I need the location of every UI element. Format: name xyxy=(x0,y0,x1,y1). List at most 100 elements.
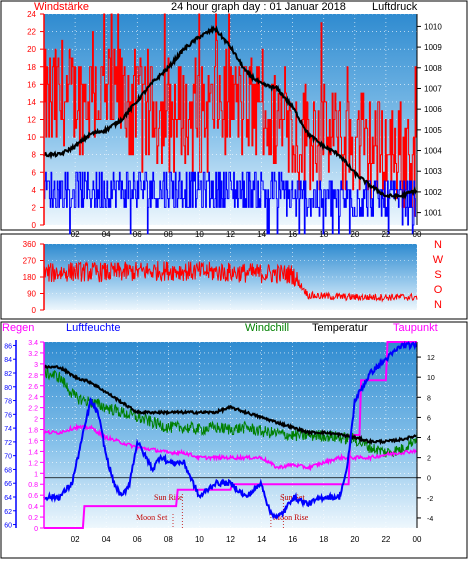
annotation-moon-rise: Moon Rise xyxy=(273,513,309,522)
windchill-label: Windchill xyxy=(245,322,289,334)
p1-right-tick-label: 1001 xyxy=(424,209,442,218)
annotation-moon-set: Moon Set xyxy=(136,513,168,522)
p1-left-tick-label: 4 xyxy=(32,186,37,195)
p3-temp-tick-label: 0 xyxy=(427,476,431,483)
p3-x-tick-label: 20 xyxy=(350,535,359,544)
p3-humidity-tick-label: 72 xyxy=(4,440,12,447)
p3-x-tick-label: 16 xyxy=(288,535,297,544)
rain-series xyxy=(44,341,417,529)
p1-right-tick-label: 1010 xyxy=(424,22,442,31)
p3-humidity-tick-label: 66 xyxy=(4,481,12,488)
p3-rain-tick-label: 2.6 xyxy=(28,384,38,391)
p1-x-tick-label: 18 xyxy=(319,230,328,239)
p3-temp-tick-label: -2 xyxy=(427,496,433,503)
p3-x-tick-label: 12 xyxy=(226,535,235,544)
wind-label: Windstärke xyxy=(34,1,89,13)
p3-temp-tick-label: 12 xyxy=(427,355,435,362)
p1-left-tick-label: 22 xyxy=(27,28,36,37)
p1-left-tick-label: 16 xyxy=(27,80,36,89)
humidity-series xyxy=(43,340,418,520)
p3-humidity-tick-label: 78 xyxy=(4,399,12,406)
p3-rain-tick-label: 2.4 xyxy=(28,395,38,402)
p1-x-tick-label: 04 xyxy=(102,230,111,239)
panel1-frame xyxy=(0,0,468,231)
p2-direction-letter: O xyxy=(434,284,443,296)
p3-x-tick-label: 02 xyxy=(71,535,80,544)
p3-temp-tick-label: 8 xyxy=(427,395,431,402)
wind-speed-series xyxy=(43,171,417,235)
series-layer xyxy=(43,13,418,529)
p1-left-tick-label: 6 xyxy=(32,168,37,177)
p3-rain-tick-label: 2.8 xyxy=(28,373,38,380)
p1-left-tick-label: 12 xyxy=(27,116,36,125)
p1-left-tick-label: 0 xyxy=(32,221,37,230)
p3-rain-tick-label: 0.6 xyxy=(28,493,38,500)
p3-x-tick-label: 22 xyxy=(381,535,390,544)
p2-left-tick-label: 0 xyxy=(32,306,37,315)
p3-rain-tick-label: 0 xyxy=(34,526,38,533)
p2-left-tick-label: 90 xyxy=(27,290,36,299)
p1-left-tick-label: 10 xyxy=(27,133,36,142)
p3-rain-tick-label: 1.6 xyxy=(28,438,38,445)
direction-series xyxy=(43,260,418,303)
p1-x-tick-label: 00 xyxy=(413,230,422,239)
p3-rain-tick-label: 0.2 xyxy=(28,515,38,522)
p3-temp-tick-label: 4 xyxy=(427,436,431,443)
p3-humidity-tick-label: 86 xyxy=(4,343,12,350)
p1-right-tick-label: 1003 xyxy=(424,167,442,176)
p1-left-tick-label: 24 xyxy=(27,10,36,19)
chart-title: 24 hour graph day : 01 Januar 2018 xyxy=(171,1,346,13)
p3-rain-tick-label: 1.8 xyxy=(28,428,38,435)
p3-humidity-tick-label: 64 xyxy=(4,495,12,502)
p3-x-tick-label: 06 xyxy=(133,535,142,544)
p2-left-tick-label: 360 xyxy=(23,240,37,249)
p2-direction-letter: N xyxy=(434,299,442,311)
p3-humidity-tick-label: 70 xyxy=(4,454,12,461)
p3-rain-tick-label: 0.4 xyxy=(28,504,38,511)
p3-temp-tick-label: 10 xyxy=(427,375,435,382)
p1-x-tick-label: 12 xyxy=(226,230,235,239)
p3-rain-tick-label: 3.2 xyxy=(28,351,38,358)
rain-label: Regen xyxy=(2,322,34,334)
p1-x-tick-label: 08 xyxy=(164,230,173,239)
p3-rain-tick-label: 3.4 xyxy=(28,340,38,347)
p3-rain-tick-label: 2 xyxy=(34,417,38,424)
p1-left-tick-label: 2 xyxy=(32,203,37,212)
p3-temp-tick-label: 2 xyxy=(427,456,431,463)
p3-rain-tick-label: 1.4 xyxy=(28,449,38,456)
panel2-frame xyxy=(0,233,468,320)
p3-temp-tick-label: -4 xyxy=(427,516,433,523)
temperature-series xyxy=(43,364,417,446)
p1-x-tick-label: 02 xyxy=(71,230,80,239)
p3-humidity-tick-label: 68 xyxy=(4,467,12,474)
p1-left-tick-label: 18 xyxy=(27,63,36,72)
panel3-frame xyxy=(0,321,468,559)
p1-right-tick-label: 1007 xyxy=(424,84,442,93)
p1-right-tick-label: 1005 xyxy=(424,126,442,135)
p2-left-tick-label: 270 xyxy=(23,257,37,266)
p3-rain-tick-label: 1 xyxy=(34,471,38,478)
p1-x-tick-label: 10 xyxy=(195,230,204,239)
p1-right-tick-label: 1004 xyxy=(424,147,442,156)
p3-x-tick-label: 10 xyxy=(195,535,204,544)
p1-x-tick-label: 20 xyxy=(350,230,359,239)
p3-rain-tick-label: 0.8 xyxy=(28,482,38,489)
p3-x-tick-label: 00 xyxy=(413,535,422,544)
pressure-label: Luftdruck xyxy=(372,1,418,13)
p2-left-tick-label: 180 xyxy=(23,273,37,282)
p3-rain-tick-label: 1.2 xyxy=(28,460,38,467)
p2-direction-letter: S xyxy=(434,269,441,281)
p1-x-tick-label: 16 xyxy=(288,230,297,239)
axes-layer: 0246810121416182022241001100210031004100… xyxy=(4,10,444,544)
p1-x-tick-label: 06 xyxy=(133,230,142,239)
p2-direction-letter: W xyxy=(433,254,444,266)
dewpoint-label: Taupunkt xyxy=(393,322,438,334)
p1-left-tick-label: 20 xyxy=(27,45,36,54)
annotation-sun-rise: Sun Rise xyxy=(154,493,183,502)
p3-humidity-tick-label: 62 xyxy=(4,509,12,516)
p1-right-tick-label: 1006 xyxy=(424,105,442,114)
p3-x-tick-label: 18 xyxy=(319,535,328,544)
p2-direction-letter: N xyxy=(434,239,442,251)
